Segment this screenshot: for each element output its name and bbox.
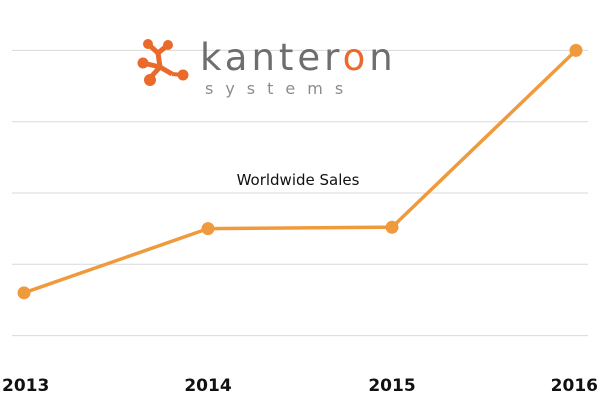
data-point xyxy=(385,220,399,234)
data-point xyxy=(569,43,583,57)
x-tick-label: 2013 xyxy=(2,376,49,396)
brand-logo: kanteron systems xyxy=(137,36,397,98)
series-layer xyxy=(17,43,583,300)
data-point xyxy=(201,222,215,236)
logo-wordmark: kanteron xyxy=(200,36,397,79)
x-tick-label: 2015 xyxy=(368,376,415,396)
x-tick-label: 2014 xyxy=(184,376,231,396)
logo-word-part: n xyxy=(369,36,396,79)
logo-subtitle: systems xyxy=(205,79,355,98)
x-tick-label: 2016 xyxy=(551,376,598,396)
series-line xyxy=(23,49,578,295)
logo-word-part: kanter xyxy=(200,36,343,79)
data-point xyxy=(17,286,31,300)
logo-word-accent: o xyxy=(343,36,370,79)
chart-title: Worldwide Sales xyxy=(237,171,360,189)
x-axis-tick-labels: 2013 2014 2015 2016 xyxy=(2,376,598,396)
kanteron-logo-mark-icon xyxy=(137,39,189,86)
